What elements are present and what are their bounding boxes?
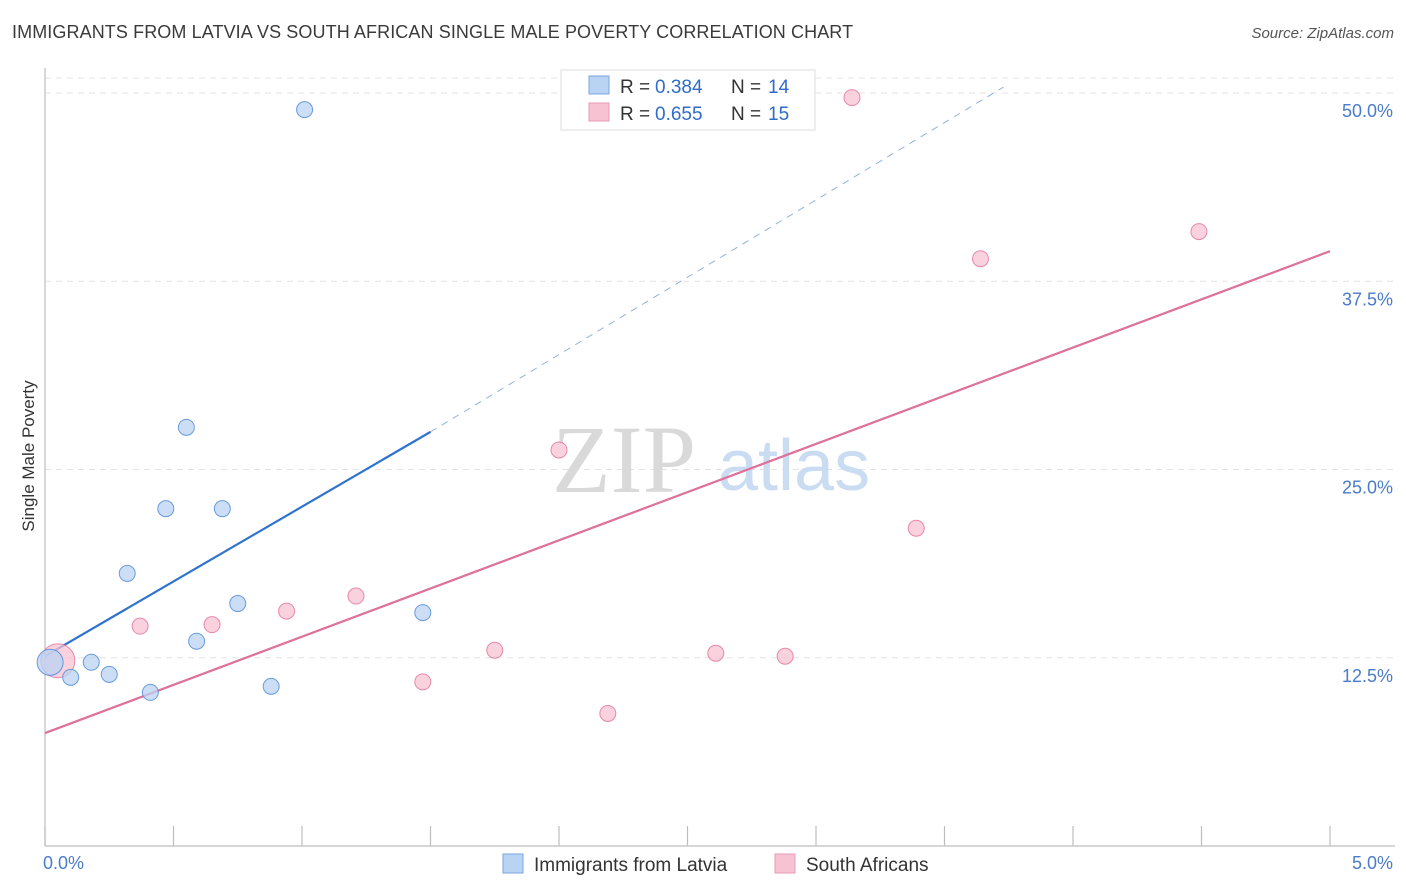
x-tick-labels: 0.0% 5.0% [43,853,1393,873]
x-tick-label-end: 5.0% [1352,853,1393,873]
point-south-africans [131,617,149,635]
bottom-legend-label-south-africans: South Africans [806,855,929,876]
legend-r-value-south-africans: 0.655 [655,104,703,125]
legend-r-value-latvia: 0.384 [655,77,703,98]
trend-line-south-africans [44,250,1331,735]
point-latvia [414,604,432,622]
point-south-africans [776,647,794,665]
y-tick-label: 12.5% [1342,666,1393,686]
y-tick-label: 25.0% [1342,478,1393,498]
y-tick-label: 37.5% [1342,289,1393,309]
point-latvia [188,632,206,650]
source-label: Source: ZipAtlas.com [1251,25,1394,42]
stats-legend: R = 0.384 N = 14 R = 0.655 N = 15 [560,69,816,131]
bottom-legend-swatch-latvia [502,853,524,874]
point-latvia [262,677,280,695]
point-latvia [213,500,231,518]
point-latvia [141,683,159,701]
legend-swatch-south-africans [588,102,610,122]
point-south-africans [907,519,925,537]
point-south-africans [278,602,296,620]
point-south-africans [486,641,504,659]
series-legend: Immigrants from Latvia South Africans [502,853,929,876]
bottom-legend-label-latvia: Immigrants from Latvia [534,855,728,876]
trend-lines [44,86,1331,735]
legend-swatch-latvia [588,75,610,95]
legend-r-label-latvia: R = [620,77,655,98]
point-south-africans [707,644,725,662]
point-south-africans [203,616,221,634]
y-tick-label: 50.0% [1342,101,1393,121]
point-latvia [100,665,118,683]
point-south-africans [843,89,861,107]
point-latvia [177,418,195,436]
y-tick-labels: 12.5% 25.0% 37.5% 50.0% [1342,101,1393,686]
point-latvia [118,564,136,582]
chart-title: IMMIGRANTS FROM LATVIA VS SOUTH AFRICAN … [12,22,854,42]
y-axis-label: Single Male Poverty [19,380,38,532]
point-south-africans [550,441,568,459]
point-south-africans [971,250,989,268]
point-latvia [157,500,175,518]
point-latvia [82,653,100,671]
point-south-africans [347,587,365,605]
point-latvia [296,101,314,119]
legend-n-value-south-africans: 15 [768,104,789,125]
watermark: ZIP atlas [552,406,870,513]
legend-n-label-south-africans: N = [731,104,766,125]
point-latvia [62,668,80,686]
point-latvia [36,648,64,676]
axes [44,68,1395,847]
legend-r-label-south-africans: R = [620,104,655,125]
legend-n-value-latvia: 14 [768,77,790,98]
point-south-africans [599,704,617,722]
legend-n-label-latvia: N = [731,77,766,98]
watermark-atlas: atlas [718,426,870,506]
bottom-legend-swatch-south-africans [774,853,796,874]
trend-line-latvia-extension [430,86,1004,433]
grid [45,77,1395,659]
watermark-zip: ZIP [552,406,696,513]
point-latvia [229,595,247,613]
point-south-africans [1190,223,1208,241]
data-points [36,89,1208,722]
point-south-africans [414,673,432,691]
trend-line-latvia [44,430,432,658]
x-tick-label-start: 0.0% [43,853,84,873]
